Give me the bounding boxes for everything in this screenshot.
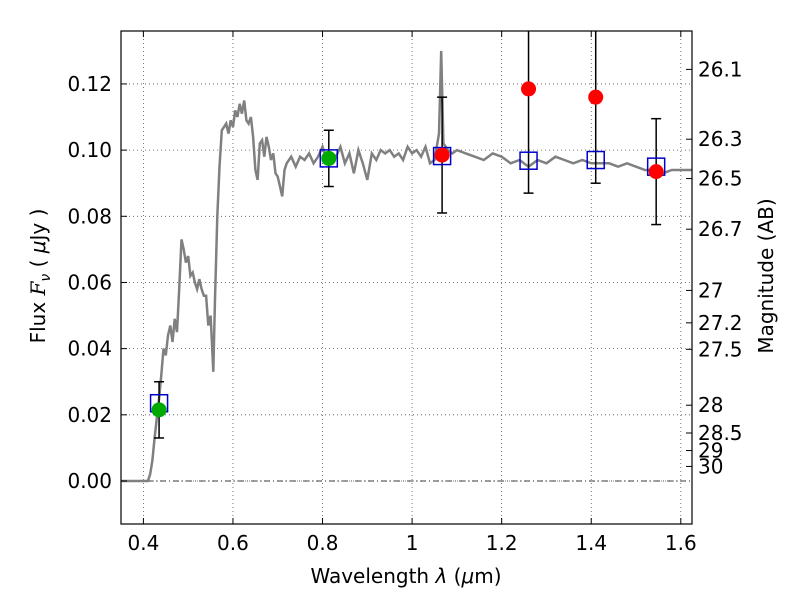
y2-tick-label: 26.1 — [698, 57, 743, 81]
tick-layer: 0.4 0.6 0.8 1 1.2 1.4 1.6 0.00 0.02 0.04 0.06 0.08 0… — [67, 31, 743, 555]
x-axis-label: Wavelength λ (μm) — [310, 564, 501, 588]
y-tick-label: 0.00 — [67, 469, 112, 493]
y2-tick-label: 28 — [698, 393, 723, 417]
model-photometry-square — [319, 149, 339, 168]
data-layer — [121, 31, 692, 483]
y2-tick-label: 27.5 — [698, 337, 743, 361]
y-tick-label: 0.10 — [67, 138, 112, 162]
x-tick-label: 1.4 — [575, 531, 607, 555]
y2-tick-label: 30 — [698, 454, 723, 478]
y2-tick-label: 27.2 — [698, 311, 743, 335]
model-spectrum-line — [121, 50, 692, 483]
y2-tick-label: 28.5 — [698, 421, 743, 445]
y2-tick-label: 26.5 — [698, 167, 743, 191]
x-tick-label: 1.6 — [665, 531, 697, 555]
y2-tick-label: 29 — [698, 439, 723, 463]
y2-tick-label: 26.3 — [698, 127, 743, 151]
detection-point — [321, 150, 337, 166]
model-photometry-square — [586, 150, 605, 170]
model-photometry-square — [519, 151, 538, 170]
y2-tick-label: 27 — [698, 278, 723, 302]
x-tick-label: 0.8 — [307, 531, 339, 555]
y-tick-label: 0.12 — [67, 72, 112, 96]
y-tick-label: 0.04 — [67, 337, 112, 361]
x-tick-label: 0.6 — [217, 531, 249, 555]
x-tick-label: 1.2 — [486, 531, 518, 555]
y-tick-label: 0.08 — [67, 204, 112, 228]
model-photometry-square — [432, 146, 452, 166]
measurement-point — [648, 164, 664, 180]
grid-layer — [121, 31, 692, 524]
y2-tick-label: 26.7 — [698, 217, 743, 241]
y-axis-label: Flux Fν ( μJy ) — [26, 209, 54, 344]
measurement-point — [588, 89, 604, 105]
detection-point — [151, 402, 167, 418]
y2-axis-label: Magnitude (AB) — [754, 198, 778, 353]
measurement-point — [521, 81, 537, 97]
plot-frame — [120, 30, 693, 525]
measurement-point — [434, 147, 450, 163]
x-tick-label: 0.4 — [127, 531, 159, 555]
y-tick-label: 0.02 — [67, 403, 112, 427]
y-tick-label: 0.06 — [67, 270, 112, 294]
x-tick-label: 1 — [406, 531, 419, 555]
